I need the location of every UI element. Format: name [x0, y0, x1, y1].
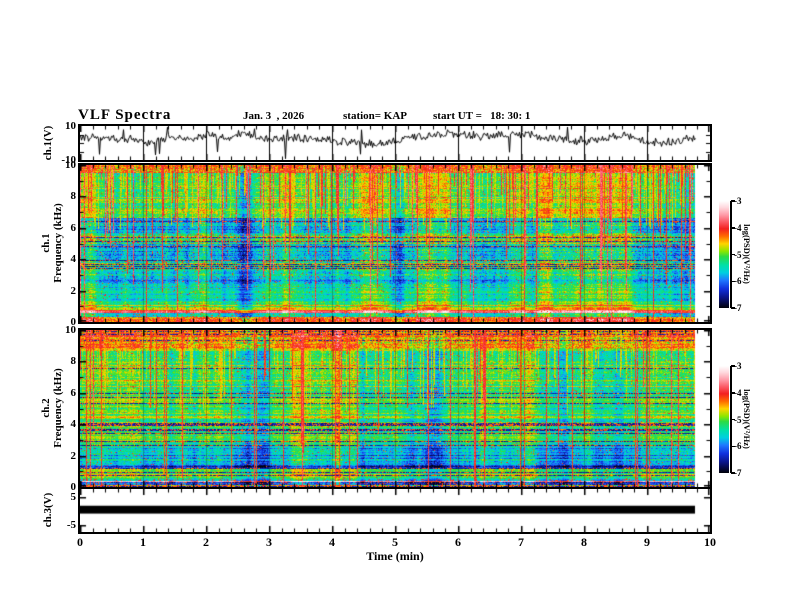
ch3v-tick-label: 5	[70, 490, 77, 503]
colorbar-tick-label: -7	[734, 303, 742, 313]
ch3-voltage-panel	[78, 487, 712, 534]
x-tick-label: 6	[455, 535, 461, 549]
date-label: Jan. 3 , 2026	[243, 110, 305, 122]
ch1f-tick-label: 8	[70, 190, 77, 203]
ch1-voltage-waveform-canvas	[80, 126, 710, 160]
x-tick-label: 4	[329, 535, 335, 549]
colorbar-tick-label: -5	[734, 249, 742, 260]
ch2-colorbar	[719, 366, 729, 473]
colorbar-tick	[731, 445, 735, 447]
colorbar-tick-label: -3	[734, 196, 742, 206]
ch2f-tick-label: 0	[70, 481, 77, 493]
ch2f-tick-label: 10	[65, 324, 76, 336]
ch2-spectrogram-panel	[78, 328, 712, 489]
colorbar-tick-label: -7	[734, 468, 742, 478]
ch1v-tick-label: 10	[65, 120, 76, 132]
x-tick-label: 3	[266, 535, 272, 549]
colorbar-tick	[731, 200, 735, 202]
ch1v-tick-label: -10	[61, 154, 76, 166]
colorbar-tick	[731, 418, 735, 421]
colorbar-tick	[731, 227, 735, 229]
ch2f-tick-label: 6	[70, 386, 77, 399]
ch2f-tick-label: 4	[70, 418, 77, 431]
ch1-spectrogram-canvas	[80, 165, 710, 322]
ch1-colorbar	[719, 201, 729, 308]
colorbar-tick-label: -3	[734, 361, 742, 371]
ch1f-tick-label: 4	[70, 253, 77, 266]
ch1f-tick-label: 10	[65, 159, 76, 171]
colorbar-tick	[731, 365, 735, 367]
colorbar-tick	[731, 392, 735, 394]
x-tick-label: 8	[581, 535, 587, 549]
colorbar-tick	[731, 307, 735, 309]
x-tick-label: 9	[644, 535, 650, 549]
ch3v-tick-label: -5	[66, 518, 76, 531]
ch3-voltage-canvas	[80, 489, 710, 532]
ch1-axis-line2: Frequency (kHz)	[52, 203, 64, 283]
x-axis-title: Time (min)	[366, 549, 424, 563]
ch1f-tick-label: 0	[70, 316, 77, 328]
colorbar-tick-label: -4	[734, 387, 742, 398]
colorbar-tick-label: -6	[734, 276, 742, 287]
start-ut-label: start UT = 18: 30: 1	[433, 110, 531, 122]
ch1f-tick-label: 2	[70, 284, 77, 297]
colorbar-tick-label: -4	[734, 222, 742, 233]
ch2f-tick-label: 2	[70, 449, 77, 462]
page-title: VLF Spectra	[78, 107, 172, 123]
ch1-spectrogram-panel	[78, 163, 712, 324]
x-tick-label: 10	[704, 535, 716, 549]
ch1-colorbar-axis	[730, 201, 732, 308]
colorbar-tick-label: -6	[734, 441, 742, 452]
ch2-spectrogram-canvas	[80, 330, 710, 487]
x-tick-label: 5	[392, 535, 398, 549]
ch2-axis-line1: ch.2	[40, 398, 52, 418]
colorbar-tick	[731, 472, 735, 474]
ch1-voltage-panel	[78, 124, 712, 162]
colorbar-tick	[731, 253, 735, 256]
ch2f-tick-label: 8	[70, 355, 77, 368]
ch2-colorbar-axis	[730, 366, 732, 473]
x-tick-label: 7	[518, 535, 524, 549]
x-tick-label: 1	[140, 535, 146, 549]
colorbar-tick-label: -5	[734, 414, 742, 425]
ch1f-tick-label: 6	[70, 221, 77, 234]
x-tick-label: 2	[203, 535, 209, 549]
colorbar-tick	[731, 280, 735, 282]
x-tick-label: 0	[77, 535, 83, 549]
ch1-axis-line1: ch.1	[40, 233, 52, 253]
station-label: station= KAP	[343, 110, 408, 122]
